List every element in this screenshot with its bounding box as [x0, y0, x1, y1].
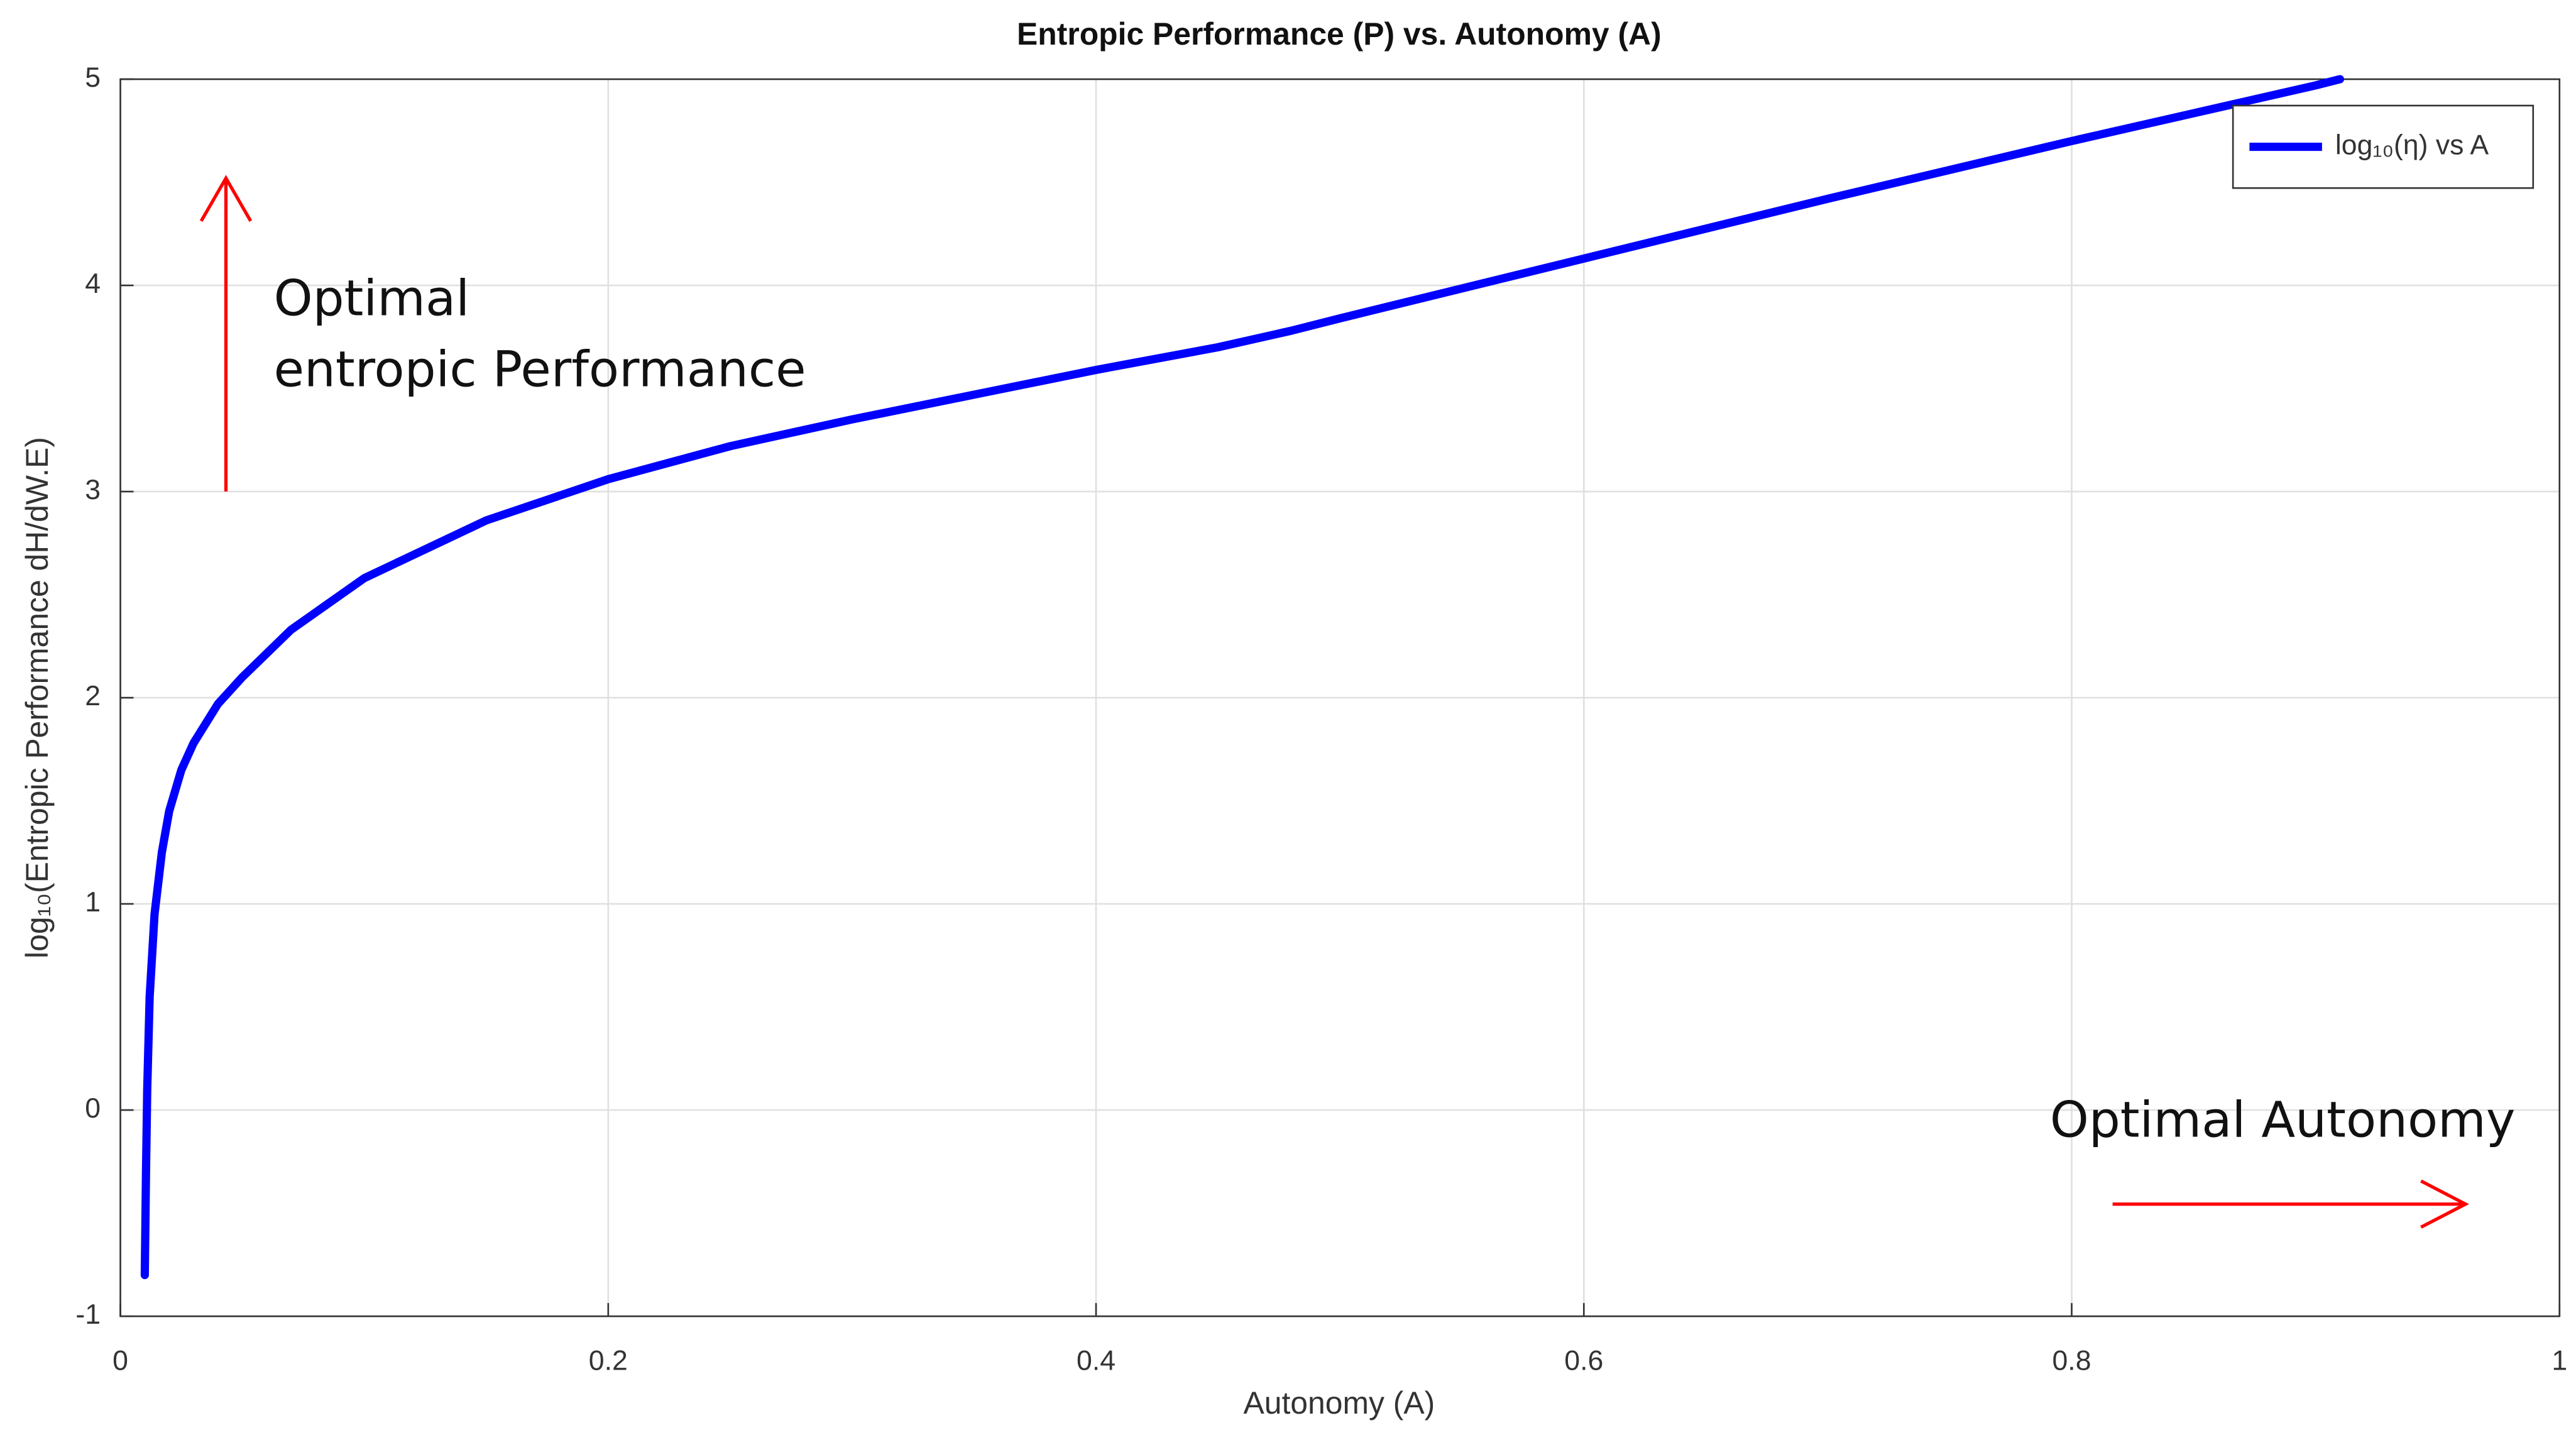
y-tick-label: 2 — [85, 681, 101, 712]
legend-label: log₁₀(η) vs A — [2335, 129, 2489, 160]
x-axis-label: Autonomy (A) — [1243, 1385, 1435, 1421]
chart-title: Entropic Performance (P) vs. Autonomy (A… — [1017, 16, 1662, 52]
x-tick-label: 0.6 — [1564, 1345, 1603, 1376]
annotation: entropic Performance — [274, 341, 806, 398]
x-tick-label: 1 — [2551, 1345, 2567, 1376]
y-axis-label: log₁₀(Entropic Performance dH/dW.E) — [19, 437, 55, 959]
annotation: Optimal — [274, 270, 469, 327]
x-tick-label: 0.2 — [589, 1345, 628, 1376]
legend-box — [2232, 104, 2535, 189]
y-tick-label: 1 — [85, 887, 101, 918]
y-tick-label: 5 — [85, 62, 101, 93]
line — [140, 75, 2345, 1280]
x-tick-label: 0 — [112, 1345, 128, 1376]
arrow — [2112, 1179, 2469, 1229]
annotation: Optimal Autonomy — [2050, 1091, 2516, 1149]
legend: log₁₀(η) vs A — [2232, 104, 2535, 189]
y-tick-label: -1 — [75, 1299, 101, 1330]
arrow — [199, 175, 253, 492]
y-tick-label: 3 — [85, 475, 101, 505]
x-tick-label: 0.4 — [1077, 1345, 1115, 1376]
y-tick-label: 0 — [85, 1093, 101, 1124]
y-tick-label: 4 — [85, 268, 101, 299]
x-tick-label: 0.8 — [2053, 1345, 2091, 1376]
